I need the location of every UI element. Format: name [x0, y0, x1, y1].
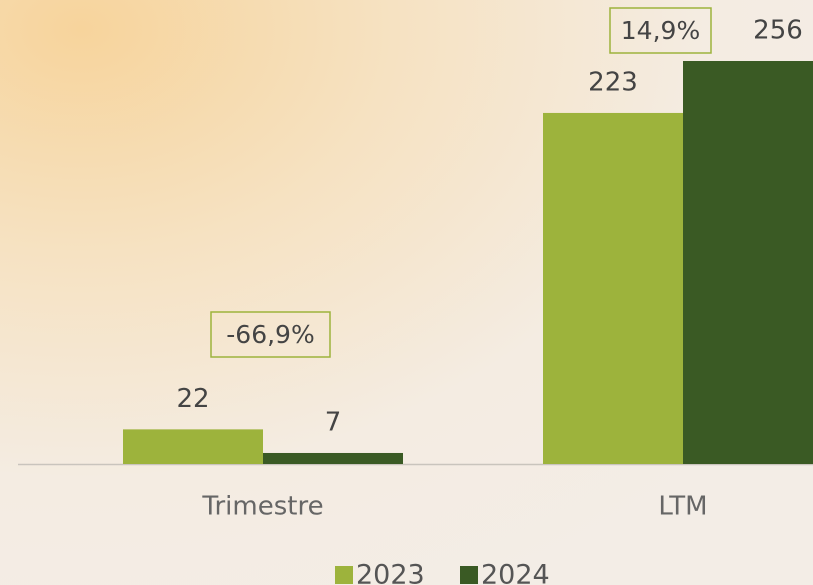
- bar: [123, 429, 263, 464]
- x-tick-label: Trimestre: [201, 492, 323, 522]
- annotation: -66,9%: [226, 320, 314, 349]
- value-label: 223: [588, 67, 638, 97]
- value-label: 22: [176, 384, 209, 414]
- annotation: 14,9%: [621, 16, 700, 45]
- annotation-box: [609, 7, 712, 54]
- annotation-box: [210, 311, 331, 358]
- value-label: 7: [325, 407, 342, 437]
- value-label: 256: [753, 16, 803, 46]
- bar: [543, 112, 683, 464]
- legend-swatch: [335, 566, 353, 584]
- legend-label: 2023: [356, 560, 425, 585]
- bar: [683, 61, 813, 464]
- legend-swatch: [460, 566, 478, 584]
- legend-label: 2024: [481, 560, 550, 585]
- x-tick-label: LTM: [658, 492, 707, 522]
- bar: [263, 452, 403, 464]
